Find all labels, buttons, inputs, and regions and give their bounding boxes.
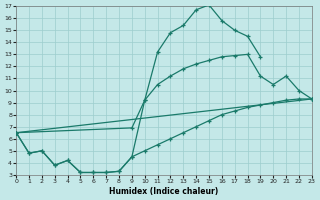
X-axis label: Humidex (Indice chaleur): Humidex (Indice chaleur) <box>109 187 219 196</box>
